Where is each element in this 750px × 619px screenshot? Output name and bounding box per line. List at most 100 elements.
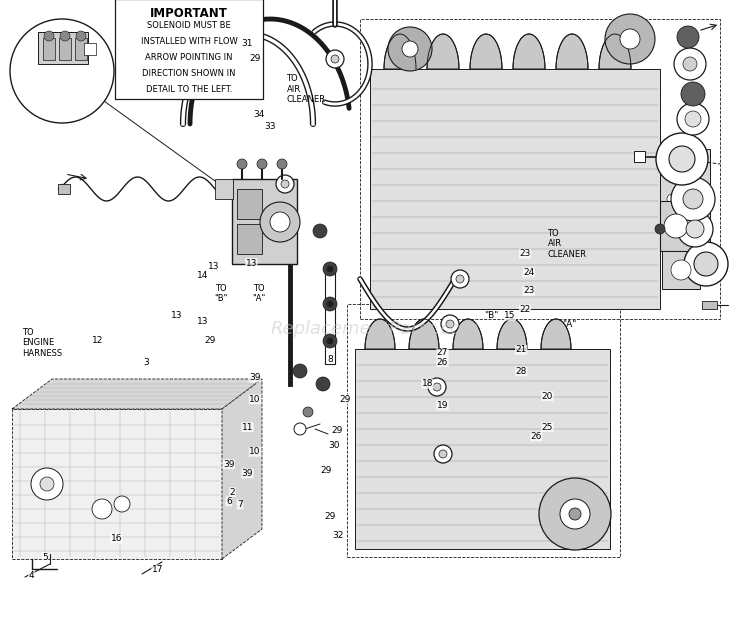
- Circle shape: [569, 508, 581, 520]
- Text: 29: 29: [339, 395, 351, 404]
- Text: 10: 10: [249, 448, 261, 456]
- Bar: [75, 38, 87, 60]
- Bar: [660, 201, 702, 251]
- Circle shape: [327, 266, 333, 272]
- Polygon shape: [497, 319, 527, 349]
- Text: 10: 10: [249, 395, 261, 404]
- Circle shape: [331, 55, 339, 63]
- Circle shape: [667, 164, 677, 174]
- Text: SOLENOID MUST BE: SOLENOID MUST BE: [147, 21, 231, 30]
- Polygon shape: [12, 379, 262, 409]
- Text: 39: 39: [242, 469, 254, 478]
- Text: 18: 18: [422, 379, 434, 388]
- Circle shape: [451, 270, 469, 288]
- Bar: [237, 189, 262, 219]
- Circle shape: [686, 220, 704, 238]
- Circle shape: [44, 31, 54, 41]
- Text: 34: 34: [253, 110, 265, 119]
- Circle shape: [677, 26, 699, 48]
- Circle shape: [60, 31, 70, 41]
- Circle shape: [276, 175, 294, 193]
- Circle shape: [689, 224, 699, 234]
- Text: 13: 13: [208, 262, 220, 271]
- Circle shape: [677, 103, 709, 135]
- Circle shape: [402, 41, 418, 57]
- Circle shape: [294, 423, 306, 435]
- Text: 29: 29: [249, 54, 261, 63]
- Text: 26: 26: [436, 358, 448, 366]
- Text: 13: 13: [170, 311, 182, 320]
- Polygon shape: [513, 34, 545, 69]
- Circle shape: [446, 320, 454, 328]
- Text: TO
AIR
CLEANER: TO AIR CLEANER: [548, 229, 586, 259]
- Bar: [355, 349, 610, 549]
- Polygon shape: [427, 34, 459, 69]
- Circle shape: [388, 27, 432, 71]
- Circle shape: [323, 334, 337, 348]
- Circle shape: [31, 468, 63, 500]
- Text: 33: 33: [264, 123, 276, 131]
- Text: INSTALLED WITH FLOW: INSTALLED WITH FLOW: [141, 37, 237, 46]
- Circle shape: [433, 383, 441, 391]
- Polygon shape: [453, 319, 483, 349]
- Bar: [232, 179, 297, 264]
- Text: 29: 29: [320, 466, 332, 475]
- Circle shape: [327, 301, 333, 307]
- Text: 29: 29: [204, 336, 216, 345]
- Text: 23: 23: [523, 287, 535, 295]
- Text: 39: 39: [223, 460, 235, 469]
- Text: 22: 22: [519, 305, 531, 314]
- Text: 28: 28: [515, 367, 527, 376]
- Circle shape: [560, 499, 590, 529]
- Circle shape: [667, 194, 677, 204]
- Circle shape: [277, 159, 287, 169]
- Text: 26: 26: [530, 432, 542, 441]
- Polygon shape: [541, 319, 571, 349]
- Circle shape: [270, 212, 290, 232]
- Text: 20: 20: [542, 392, 554, 400]
- Text: TO
AIR
CLEANER: TO AIR CLEANER: [286, 74, 326, 104]
- Text: 3: 3: [143, 358, 149, 366]
- Circle shape: [260, 202, 300, 242]
- Bar: [325, 264, 335, 364]
- Circle shape: [656, 133, 708, 185]
- Circle shape: [684, 242, 728, 286]
- Text: 21: 21: [515, 345, 527, 354]
- Bar: [38, 32, 88, 64]
- Circle shape: [669, 146, 695, 172]
- Text: 6: 6: [226, 497, 232, 506]
- Text: 25: 25: [542, 423, 554, 431]
- Text: 29: 29: [324, 513, 336, 521]
- Circle shape: [694, 252, 718, 276]
- Text: TO
"B": TO "B": [214, 284, 228, 303]
- Circle shape: [434, 445, 452, 463]
- Bar: [43, 38, 55, 60]
- Bar: [215, 179, 233, 199]
- Circle shape: [257, 159, 267, 169]
- Text: 12: 12: [92, 336, 104, 345]
- Circle shape: [323, 262, 337, 276]
- Circle shape: [10, 19, 114, 123]
- Circle shape: [293, 364, 307, 378]
- Circle shape: [313, 224, 327, 238]
- Circle shape: [441, 315, 459, 333]
- Polygon shape: [222, 379, 262, 559]
- Polygon shape: [409, 319, 439, 349]
- Text: ARROW POINTING IN: ARROW POINTING IN: [146, 53, 232, 62]
- Bar: [12, 409, 222, 559]
- Circle shape: [237, 159, 247, 169]
- Text: 24: 24: [524, 268, 534, 277]
- Text: ReplacementParts.com: ReplacementParts.com: [271, 320, 479, 338]
- Bar: [662, 251, 700, 289]
- Bar: [115, 0, 263, 99]
- Bar: [634, 151, 645, 162]
- Circle shape: [439, 450, 447, 458]
- Circle shape: [681, 82, 705, 106]
- Circle shape: [40, 477, 54, 491]
- Circle shape: [316, 377, 330, 391]
- Circle shape: [114, 496, 130, 512]
- Polygon shape: [384, 34, 416, 69]
- Text: 15: 15: [504, 311, 516, 320]
- Text: 13: 13: [245, 259, 257, 267]
- Circle shape: [689, 164, 699, 174]
